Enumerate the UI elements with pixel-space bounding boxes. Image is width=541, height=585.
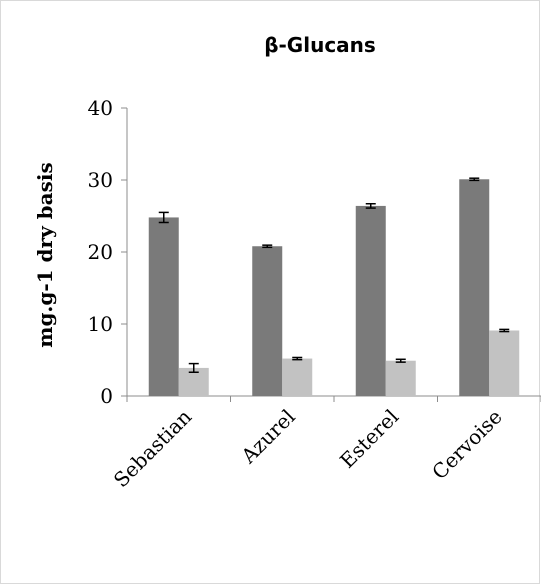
y-tick-label: 20 — [88, 240, 113, 264]
bars — [148, 179, 520, 396]
chart-title: β-Glucans — [264, 33, 376, 57]
y-tick-label: 30 — [88, 168, 113, 192]
bar-series2-esterel — [385, 360, 416, 396]
x-category-label: Esterel — [335, 405, 403, 473]
bar-series1-cervoise — [459, 179, 490, 396]
y-axis-label: mg.g-1 dry basis — [33, 162, 57, 347]
bar-series1-esterel — [355, 205, 386, 396]
x-category-label: Azurel — [236, 405, 300, 469]
bar-series1-sebastian — [148, 217, 179, 396]
y-tick-label: 10 — [88, 312, 113, 336]
x-category-label: Cervoise — [427, 405, 507, 485]
error-bars — [158, 177, 510, 373]
x-category-label: Sebastian — [109, 404, 197, 492]
bar-series2-azurel — [282, 358, 313, 396]
y-tick-label: 40 — [88, 96, 113, 120]
bar-series2-cervoise — [489, 330, 520, 396]
y-tick-label: 0 — [100, 384, 113, 408]
bar-series1-azurel — [252, 246, 283, 396]
